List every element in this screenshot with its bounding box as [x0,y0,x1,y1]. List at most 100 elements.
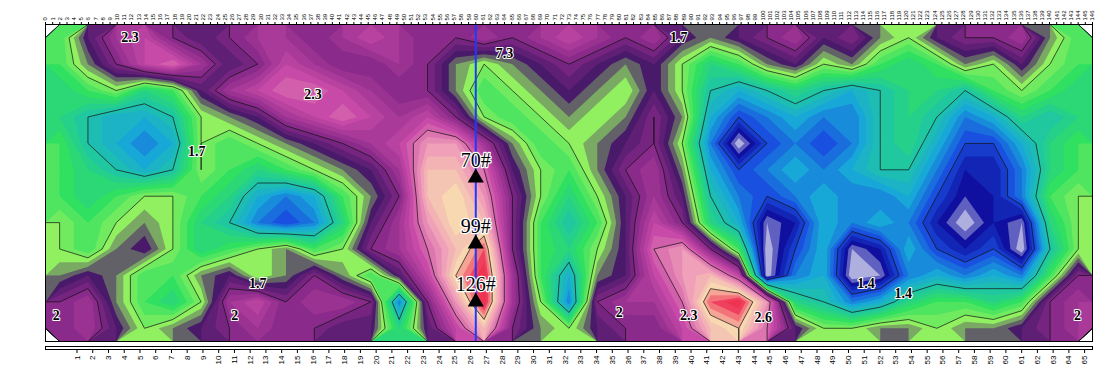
svg-text:26: 26 [466,355,475,364]
svg-text:67: 67 [523,13,529,20]
svg-text:84: 84 [645,13,651,20]
svg-text:45: 45 [765,355,774,364]
svg-text:9: 9 [107,17,113,21]
svg-text:2: 2 [88,355,97,360]
svg-text:40: 40 [687,355,696,364]
svg-text:18: 18 [340,355,349,364]
svg-text:2.6: 2.6 [755,310,773,325]
svg-text:48: 48 [387,13,393,20]
svg-text:21: 21 [193,13,199,20]
svg-text:126: 126 [946,10,952,21]
svg-text:12: 12 [128,13,134,20]
svg-text:3: 3 [104,355,113,360]
svg-text:48: 48 [813,355,822,364]
svg-text:76: 76 [587,13,593,20]
svg-text:1.4: 1.4 [894,286,912,301]
svg-text:39: 39 [322,13,328,20]
svg-text:9: 9 [199,355,208,360]
svg-text:15: 15 [293,355,302,364]
svg-text:38: 38 [655,355,664,364]
svg-text:19: 19 [179,13,185,20]
svg-text:63: 63 [1049,355,1058,364]
svg-text:108: 108 [817,10,823,21]
svg-text:68: 68 [530,13,536,20]
svg-text:11: 11 [121,14,127,21]
svg-text:82: 82 [630,13,636,20]
svg-text:16: 16 [309,355,318,364]
svg-text:6: 6 [85,17,91,21]
svg-text:53: 53 [891,355,900,364]
svg-text:146: 146 [1089,10,1095,21]
svg-text:23: 23 [207,13,213,20]
svg-text:17: 17 [324,355,333,364]
svg-text:5: 5 [78,17,84,21]
svg-text:23: 23 [419,355,428,364]
svg-text:2: 2 [1074,308,1081,323]
svg-text:33: 33 [576,355,585,364]
svg-text:74: 74 [573,13,579,20]
svg-text:121: 121 [910,10,916,21]
svg-text:22: 22 [403,355,412,364]
svg-text:2.3: 2.3 [680,308,698,323]
svg-text:47: 47 [797,355,806,364]
svg-text:6: 6 [151,355,160,360]
svg-text:61: 61 [480,13,486,20]
svg-text:46: 46 [372,13,378,20]
svg-text:36: 36 [624,355,633,364]
svg-text:70: 70 [544,13,550,20]
svg-text:1: 1 [50,17,56,21]
svg-text:7: 7 [93,17,99,21]
svg-text:122: 122 [917,10,923,21]
svg-text:4: 4 [120,355,129,360]
svg-text:25: 25 [450,355,459,364]
svg-text:115: 115 [867,10,873,20]
svg-text:141: 141 [1054,10,1060,21]
svg-text:24: 24 [215,13,221,20]
svg-text:39: 39 [671,355,680,364]
svg-text:127: 127 [953,10,959,21]
svg-text:140: 140 [1046,10,1052,21]
svg-text:13: 13 [261,355,270,364]
svg-text:144: 144 [1075,10,1081,21]
svg-text:15: 15 [150,13,156,20]
svg-text:20: 20 [186,13,192,20]
svg-text:93: 93 [709,13,715,20]
svg-text:59: 59 [466,13,472,20]
svg-text:2.3: 2.3 [304,87,322,102]
svg-text:97: 97 [738,13,744,20]
svg-text:2: 2 [231,308,238,323]
svg-text:30: 30 [258,13,264,20]
svg-text:137: 137 [1025,10,1031,21]
svg-text:118: 118 [889,10,895,20]
svg-text:89: 89 [681,13,687,20]
svg-text:62: 62 [487,13,493,20]
svg-text:112: 112 [846,10,852,20]
svg-text:61: 61 [1017,355,1026,364]
svg-text:98: 98 [745,13,751,20]
svg-text:38: 38 [315,13,321,20]
svg-text:99#: 99# [461,215,491,237]
svg-text:65: 65 [509,13,515,20]
svg-text:66: 66 [516,13,522,20]
svg-text:1.7: 1.7 [249,276,267,291]
svg-text:62: 62 [1033,355,1042,364]
svg-text:31: 31 [265,13,271,20]
svg-text:28: 28 [243,13,249,20]
svg-text:109: 109 [824,10,830,21]
svg-text:95: 95 [724,13,730,20]
svg-text:94: 94 [717,13,723,20]
svg-text:87: 87 [666,13,672,20]
svg-text:42: 42 [344,13,350,20]
svg-text:139: 139 [1039,10,1045,21]
svg-text:52: 52 [415,13,421,20]
svg-text:14: 14 [277,355,286,364]
svg-text:3: 3 [64,17,70,21]
svg-text:65: 65 [1080,355,1089,364]
svg-text:131: 131 [982,10,988,21]
svg-text:106: 106 [803,10,809,21]
svg-text:92: 92 [702,13,708,20]
svg-text:43: 43 [734,355,743,364]
svg-text:114: 114 [860,10,866,20]
svg-text:72: 72 [559,13,565,20]
svg-text:107: 107 [810,10,816,21]
